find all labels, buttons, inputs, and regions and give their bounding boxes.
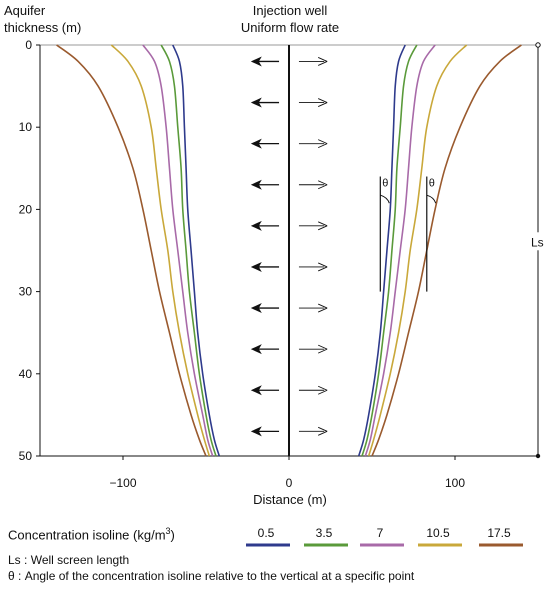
ls-label: Ls (531, 235, 544, 249)
legend-label: 0.5 (258, 526, 275, 540)
notes: Ls : Well screen length θ : Angle of the… (8, 552, 414, 584)
arrow-left-head (250, 97, 262, 108)
arrow-left-head (250, 426, 262, 437)
ylabel-line1: Aquifer (4, 3, 46, 18)
arrow-left-head (250, 56, 262, 67)
y-tick-label: 10 (19, 120, 33, 134)
legend-label: 7 (377, 526, 384, 540)
arrow-left-head (250, 179, 262, 190)
arrow-left-head (250, 261, 262, 272)
flow-arrows (250, 56, 328, 437)
y-tick-label: 0 (25, 38, 32, 52)
isoline-right-0.5 (357, 44, 406, 457)
isoline-right-3.5 (361, 44, 418, 457)
ls-bottom-marker (535, 453, 541, 459)
axes: 0 10 20 30 40 50 −100 0 100 Ls (19, 38, 547, 490)
theta-label: θ (382, 177, 388, 189)
legend-label: 17.5 (487, 526, 511, 540)
x-axis-label: Distance (m) (253, 492, 327, 507)
y-tick-label: 30 (19, 285, 33, 299)
isoline-left-7 (142, 44, 214, 457)
note-theta: θ : Angle of the concentration isoline r… (8, 569, 415, 583)
isoline-left-3.5 (160, 44, 217, 457)
title-line1: Injection well (253, 3, 328, 18)
isoline-left-0.5 (172, 44, 221, 457)
legend: 0.5 3.5 7 10.5 17.5 (246, 526, 523, 547)
arrow-left-head (250, 138, 262, 149)
x-tick-label: −100 (109, 476, 136, 490)
arrow-left-head (250, 385, 262, 396)
arrow-right-head (317, 57, 328, 66)
arrow-left-head (250, 220, 262, 231)
ls-top-marker (535, 42, 541, 48)
isoline-left-17.5 (56, 44, 207, 457)
legend-label: 3.5 (316, 526, 333, 540)
theta-arc (426, 194, 437, 204)
isoline-right-7 (364, 44, 436, 457)
ylabel-line2: thickness (m) (4, 20, 81, 35)
arrow-right-head (317, 303, 328, 313)
isoline-left-10.5 (110, 44, 211, 457)
arrow-right-head (317, 344, 328, 354)
arrow-right-head (317, 98, 328, 107)
arrow-right-head (317, 426, 328, 436)
y-tick-label: 40 (19, 367, 33, 381)
legend-label: 10.5 (426, 526, 450, 540)
arrow-right-head (317, 221, 328, 231)
note-ls: Ls : Well screen length (8, 553, 130, 567)
arrow-right-head (317, 385, 328, 395)
x-tick-label: 100 (445, 476, 465, 490)
arrow-left-head (250, 344, 262, 355)
theta-label: θ (429, 177, 435, 189)
arrow-right-head (317, 180, 328, 190)
ls-label-bg (529, 232, 547, 251)
title-line2: Uniform flow rate (241, 20, 339, 35)
arrow-right-head (317, 262, 328, 272)
arrow-right-head (317, 139, 328, 149)
arrow-left-head (250, 303, 262, 314)
isoline-curves (56, 44, 522, 457)
x-tick-label: 0 (286, 476, 293, 490)
theta-arc (380, 194, 390, 204)
y-tick-label: 50 (19, 449, 33, 463)
legend-title: Concentration isoline (kg/m3) (8, 526, 175, 543)
y-tick-label: 20 (19, 202, 33, 216)
isoline-right-10.5 (367, 44, 468, 457)
